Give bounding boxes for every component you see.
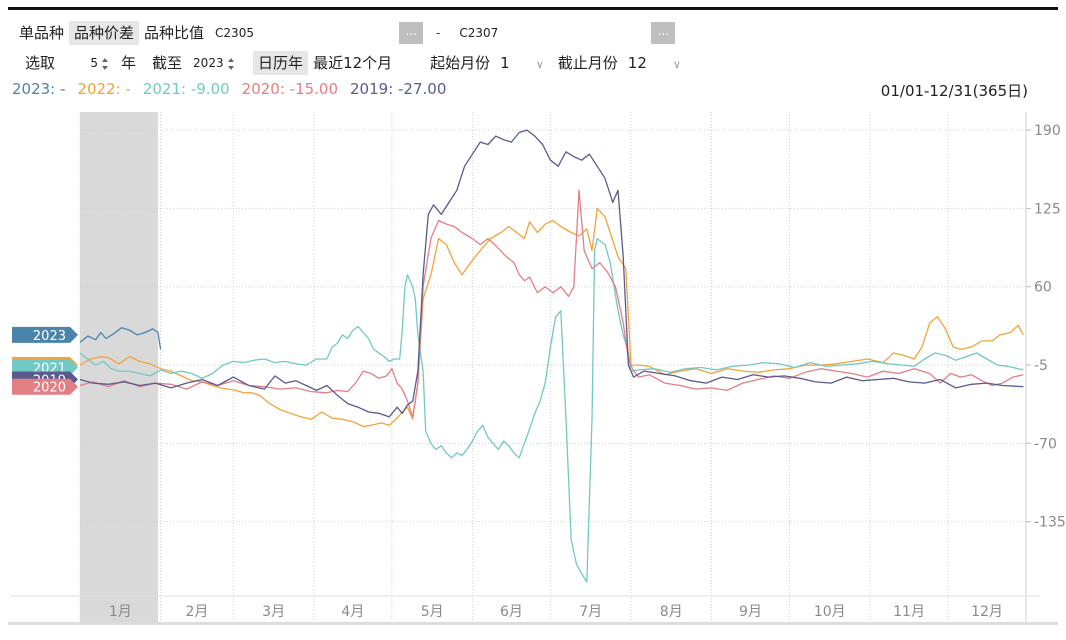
date-range-label: 01/01-12/31(365日) (880, 82, 1028, 100)
x-tick-label: 4月 (341, 604, 364, 620)
recent-12-months-button[interactable]: 最近12个月 (313, 54, 393, 72)
stepper-arrows-icon[interactable] (101, 57, 110, 71)
until-year-value: 2023 (193, 56, 224, 70)
tab-variety-ratio[interactable]: 品种比值 (144, 24, 205, 42)
series-line-2020[interactable] (79, 189, 1024, 418)
series-tag-2020 (12, 378, 78, 395)
x-tick-label: 1月 (109, 604, 132, 620)
y-tick-label: -5 (1034, 358, 1048, 374)
years-value: 5 (90, 56, 99, 70)
leg2-contract-input[interactable]: C2307 (453, 22, 652, 44)
y-tick-label: 60 (1034, 280, 1052, 296)
legend-2023[interactable]: 2023: - (12, 80, 66, 98)
x-tick-label: 7月 (579, 604, 602, 620)
series-line-2023[interactable] (79, 327, 162, 350)
tab-single-variety[interactable]: 单品种 (19, 24, 65, 42)
series-tag-2021 (12, 359, 78, 376)
x-tick-label: 2月 (185, 604, 208, 620)
legend-2022[interactable]: 2022: - (77, 80, 131, 98)
y-tick-label: 190 (1034, 123, 1061, 139)
series-line-2019[interactable] (79, 129, 1024, 418)
x-tick-label: 6月 (500, 604, 523, 620)
period-toolbar: 选取 5 年 截至 2023 日历年 最近12个月 起始月份 1 ∨ 截止月份 1… (14, 50, 1052, 76)
select-label: 选取 (25, 54, 56, 72)
series-tag-label: 2023 (33, 329, 66, 344)
chevron-down-icon: ∨ (672, 58, 681, 71)
variety-toolbar: 单品种 品种价差 品种比值 C2305 ... - C2307 ... (14, 20, 1052, 46)
until-label: 截至 (152, 54, 183, 72)
leg2-browse-button[interactable]: ... (651, 22, 676, 44)
series-line-2022[interactable] (79, 207, 1024, 428)
series-tag-2023 (12, 326, 78, 343)
end-month-select[interactable]: 12 ∨ (623, 51, 686, 75)
year-unit-label: 年 (121, 54, 137, 72)
seasonal-spread-chart[interactable]: 190 125 60 -5 -70 -135 1月 2月 3月 4月 5月 6月 7月 8月 9月 10月 11… (0, 100, 1066, 625)
x-tick-label: 12月 (971, 604, 1003, 620)
chevron-down-icon: ∨ (535, 58, 544, 71)
legend-2020[interactable]: 2020: -15.00 (241, 80, 339, 98)
highlight-band (80, 112, 158, 622)
start-month-select[interactable]: 1 ∨ (495, 51, 549, 75)
x-tick-label: 5月 (421, 604, 444, 620)
x-tick-label: 3月 (262, 604, 285, 620)
y-tick-label: -135 (1034, 515, 1066, 531)
x-tick-label: 8月 (660, 604, 683, 620)
stepper-arrows-icon[interactable] (227, 57, 236, 71)
x-tick-label: 10月 (814, 604, 846, 620)
series-tag-label: 2020 (33, 381, 66, 396)
end-month-value: 12 (627, 54, 647, 72)
leg1-contract-input[interactable]: C2305 (209, 22, 400, 44)
series-line-2021[interactable] (79, 237, 1024, 583)
bottom-divider (8, 622, 1058, 625)
leg1-browse-button[interactable]: ... (399, 22, 424, 44)
spread-dash: - (436, 26, 441, 40)
series-legend: 2023: - 2022: - 2021: -9.00 2020: -15.00… (12, 80, 446, 98)
tab-variety-spread[interactable]: 品种价差 (69, 21, 140, 45)
calendar-year-button[interactable]: 日历年 (253, 51, 309, 75)
x-tick-label: 9月 (739, 604, 762, 620)
end-month-label: 截止月份 (557, 54, 618, 72)
x-tick-label: 11月 (893, 604, 925, 620)
y-tick-label: -70 (1034, 436, 1057, 452)
top-border (8, 7, 1058, 10)
start-month-label: 起始月份 (430, 54, 491, 72)
years-stepper[interactable]: 5 (66, 52, 117, 74)
legend-2021[interactable]: 2021: -9.00 (142, 80, 230, 98)
until-year-stepper[interactable]: 2023 (187, 52, 250, 74)
start-month-value: 1 (500, 54, 510, 72)
y-tick-label: 125 (1034, 201, 1061, 217)
legend-2019[interactable]: 2019: -27.00 (350, 80, 447, 98)
